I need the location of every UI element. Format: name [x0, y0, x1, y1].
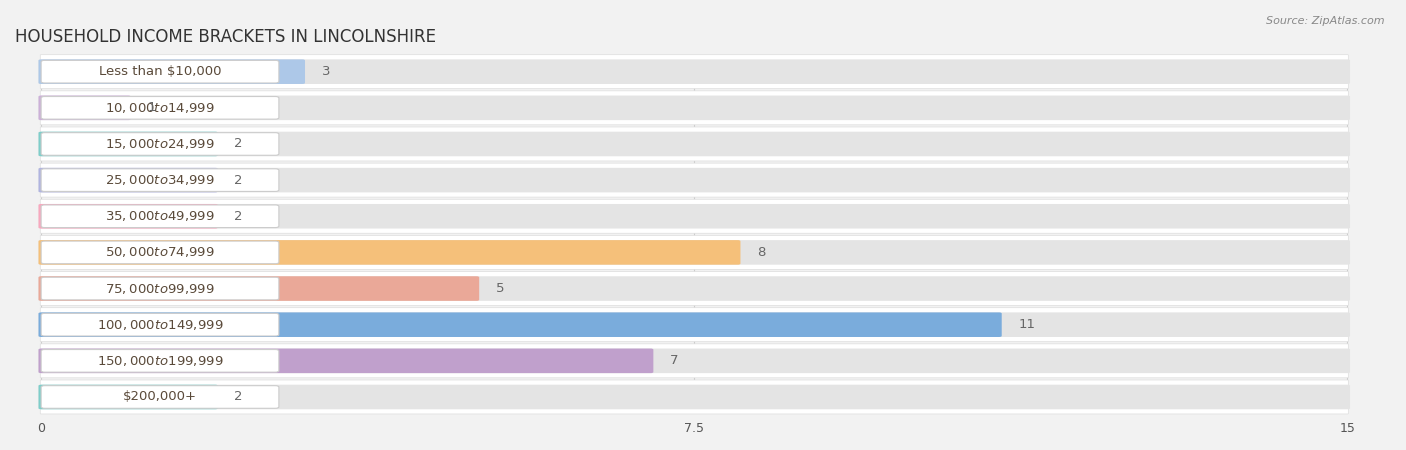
FancyBboxPatch shape: [38, 312, 1001, 337]
Text: 11: 11: [1018, 318, 1035, 331]
FancyBboxPatch shape: [41, 91, 1348, 125]
Text: 3: 3: [322, 65, 330, 78]
Text: $50,000 to $74,999: $50,000 to $74,999: [105, 245, 215, 259]
FancyBboxPatch shape: [38, 132, 218, 156]
Text: 1: 1: [148, 101, 156, 114]
FancyBboxPatch shape: [38, 349, 1350, 373]
FancyBboxPatch shape: [41, 199, 1348, 233]
FancyBboxPatch shape: [38, 240, 1350, 265]
FancyBboxPatch shape: [38, 204, 218, 229]
FancyBboxPatch shape: [41, 169, 278, 191]
FancyBboxPatch shape: [41, 386, 278, 408]
FancyBboxPatch shape: [41, 350, 278, 372]
Text: $75,000 to $99,999: $75,000 to $99,999: [105, 282, 215, 296]
FancyBboxPatch shape: [41, 55, 1348, 89]
FancyBboxPatch shape: [41, 163, 1348, 197]
FancyBboxPatch shape: [41, 127, 1348, 161]
FancyBboxPatch shape: [38, 312, 1350, 337]
FancyBboxPatch shape: [41, 235, 1348, 270]
Text: $150,000 to $199,999: $150,000 to $199,999: [97, 354, 224, 368]
FancyBboxPatch shape: [38, 240, 741, 265]
Text: $35,000 to $49,999: $35,000 to $49,999: [105, 209, 215, 223]
Text: 2: 2: [235, 174, 243, 187]
Text: Less than $10,000: Less than $10,000: [98, 65, 221, 78]
FancyBboxPatch shape: [41, 313, 278, 336]
FancyBboxPatch shape: [38, 385, 218, 409]
Text: Source: ZipAtlas.com: Source: ZipAtlas.com: [1267, 16, 1385, 26]
FancyBboxPatch shape: [38, 168, 218, 193]
FancyBboxPatch shape: [38, 349, 654, 373]
FancyBboxPatch shape: [41, 277, 278, 300]
Text: 2: 2: [235, 137, 243, 150]
Text: HOUSEHOLD INCOME BRACKETS IN LINCOLNSHIRE: HOUSEHOLD INCOME BRACKETS IN LINCOLNSHIR…: [15, 28, 436, 46]
FancyBboxPatch shape: [41, 344, 1348, 378]
Text: $15,000 to $24,999: $15,000 to $24,999: [105, 137, 215, 151]
FancyBboxPatch shape: [41, 241, 278, 264]
FancyBboxPatch shape: [38, 168, 1350, 193]
FancyBboxPatch shape: [41, 380, 1348, 414]
Text: $200,000+: $200,000+: [122, 391, 197, 404]
FancyBboxPatch shape: [41, 60, 278, 83]
FancyBboxPatch shape: [41, 133, 278, 155]
FancyBboxPatch shape: [38, 59, 1350, 84]
FancyBboxPatch shape: [41, 308, 1348, 342]
FancyBboxPatch shape: [38, 276, 1350, 301]
Text: $100,000 to $149,999: $100,000 to $149,999: [97, 318, 224, 332]
FancyBboxPatch shape: [38, 276, 479, 301]
Text: 2: 2: [235, 391, 243, 404]
FancyBboxPatch shape: [38, 132, 1350, 156]
FancyBboxPatch shape: [41, 271, 1348, 306]
FancyBboxPatch shape: [38, 95, 131, 120]
FancyBboxPatch shape: [38, 385, 1350, 409]
Text: 8: 8: [756, 246, 765, 259]
Text: 2: 2: [235, 210, 243, 223]
FancyBboxPatch shape: [41, 205, 278, 228]
FancyBboxPatch shape: [38, 59, 305, 84]
FancyBboxPatch shape: [41, 96, 278, 119]
FancyBboxPatch shape: [38, 204, 1350, 229]
FancyBboxPatch shape: [38, 95, 1350, 120]
Text: $10,000 to $14,999: $10,000 to $14,999: [105, 101, 215, 115]
Text: $25,000 to $34,999: $25,000 to $34,999: [105, 173, 215, 187]
Text: 7: 7: [669, 354, 679, 367]
Text: 5: 5: [496, 282, 505, 295]
